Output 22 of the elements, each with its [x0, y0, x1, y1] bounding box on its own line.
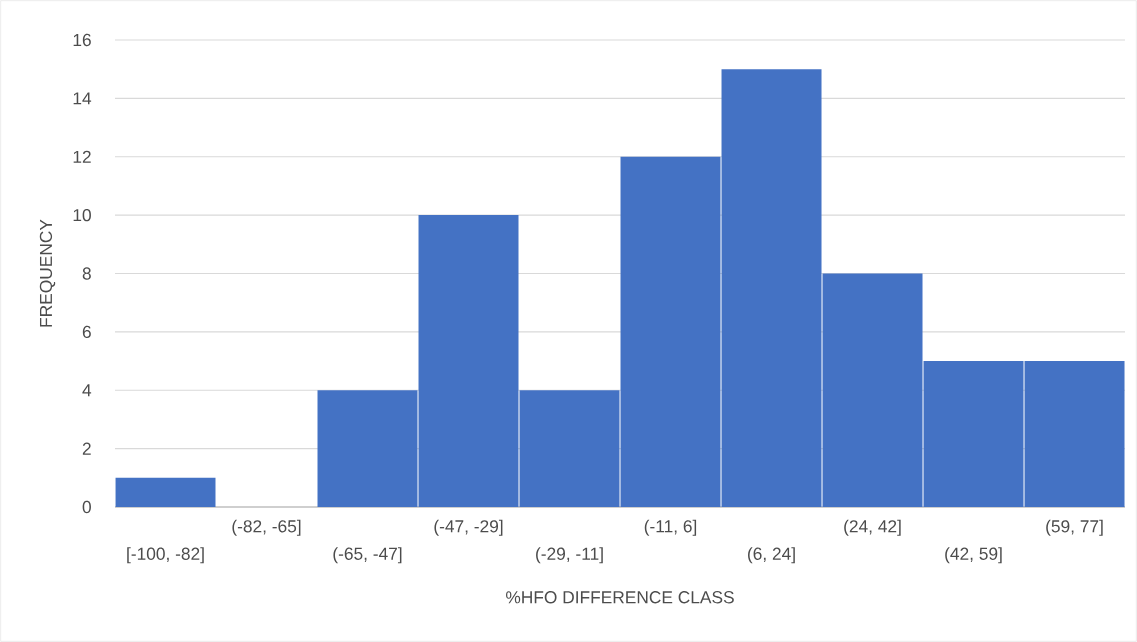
x-tick-label: (-82, -65] [232, 519, 301, 536]
y-tick-label: 4 [82, 384, 92, 397]
x-tick-label: [-100, -82] [127, 547, 204, 564]
bar [115, 477, 216, 507]
x-axis-title: %HFO DIFFERENCE CLASS [506, 591, 734, 604]
y-tick-label: 12 [73, 150, 91, 163]
y-tick-label: 8 [82, 267, 91, 280]
x-tick-label: (-47, -29] [434, 519, 503, 536]
y-tick-label: 10 [73, 208, 91, 222]
y-tick-label: 14 [73, 92, 92, 105]
x-tick-label: (24, 42] [844, 519, 901, 536]
x-tick-label: (59, 77] [1046, 519, 1103, 536]
y-tick-label: 2 [82, 442, 91, 455]
x-tick-label: (-11, 6] [644, 519, 697, 536]
y-tick-label: 6 [82, 325, 91, 339]
x-tick-label: (-65, -47] [333, 547, 402, 564]
y-tick-label: 0 [82, 500, 91, 514]
x-tick-label: (42, 59] [945, 547, 1002, 564]
y-tick-label: 16 [73, 33, 91, 47]
x-tick-label: (6, 24] [748, 547, 795, 564]
x-tick-label: (-29, -11] [536, 547, 603, 564]
y-axis-title: FREQUENCY [39, 219, 56, 327]
